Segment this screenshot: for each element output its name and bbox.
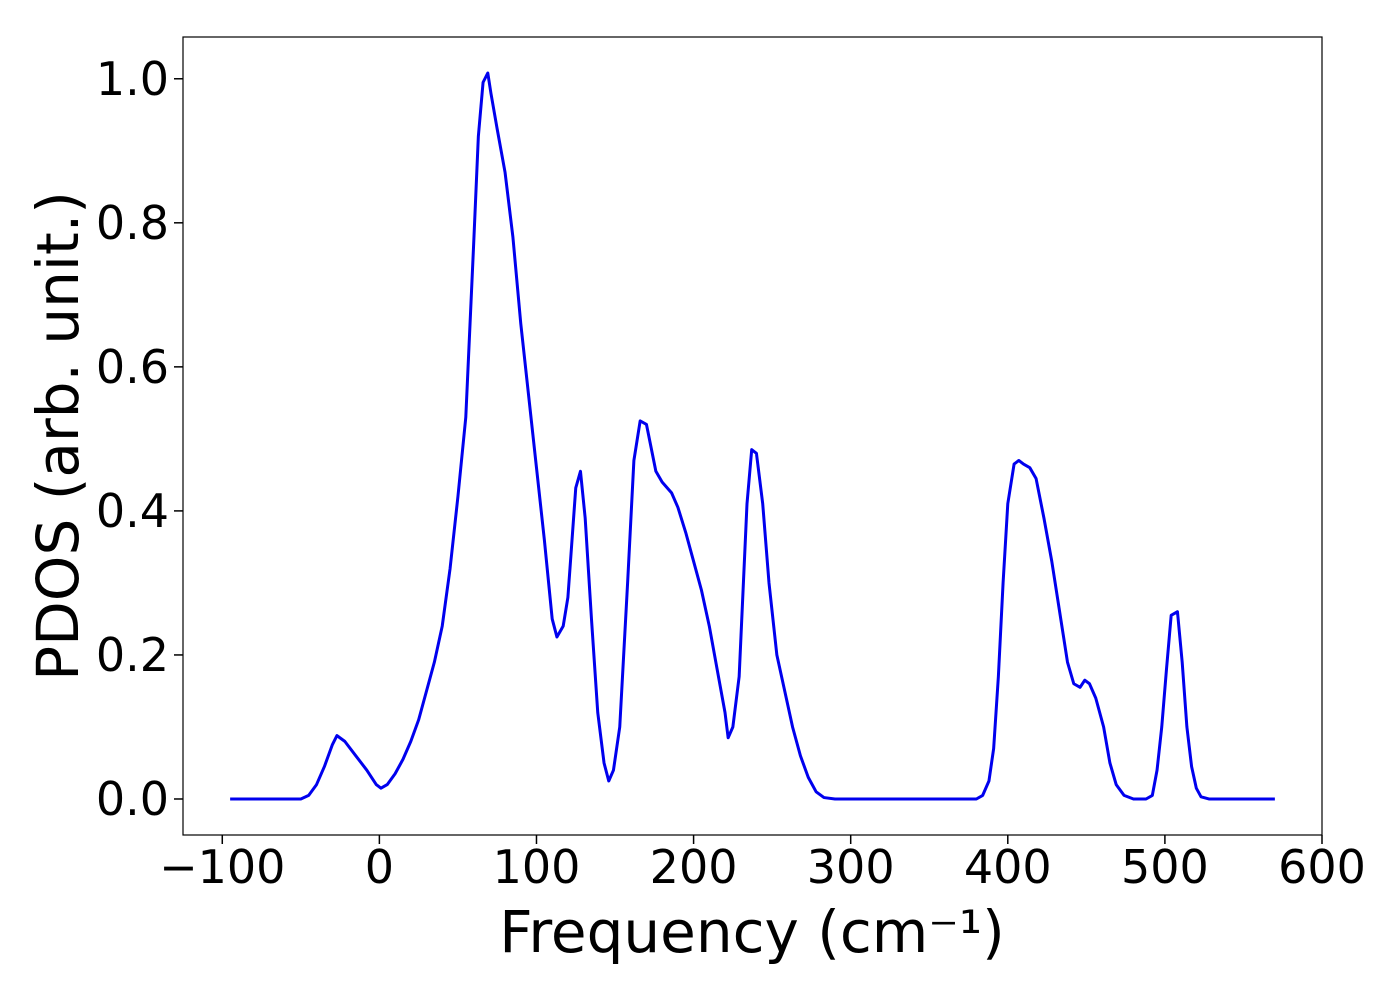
y-tick-label: 0.4 — [96, 484, 169, 538]
x-tick-label: 600 — [1278, 840, 1366, 894]
x-tick-label: 400 — [964, 840, 1052, 894]
plot-frame — [182, 36, 1323, 836]
x-tick-label: 300 — [807, 840, 895, 894]
x-tick-label: 200 — [650, 840, 738, 894]
y-tick-label: 0.2 — [96, 628, 169, 682]
x-tick-label: −100 — [159, 840, 285, 894]
x-tick-label: 100 — [493, 840, 581, 894]
y-tick-label: 1.0 — [96, 52, 169, 106]
y-tick-label: 0.0 — [96, 772, 169, 826]
y-tick-label: 0.8 — [96, 196, 169, 250]
x-tick-label: 500 — [1121, 840, 1209, 894]
data-line — [230, 71, 1275, 801]
y-axis-label: PDOS (arb. unit.) — [24, 191, 92, 681]
x-axis-label: Frequency (cm⁻¹) — [499, 898, 1005, 966]
y-tick-label: 0.6 — [96, 340, 169, 394]
x-tick-label: 0 — [365, 840, 394, 894]
